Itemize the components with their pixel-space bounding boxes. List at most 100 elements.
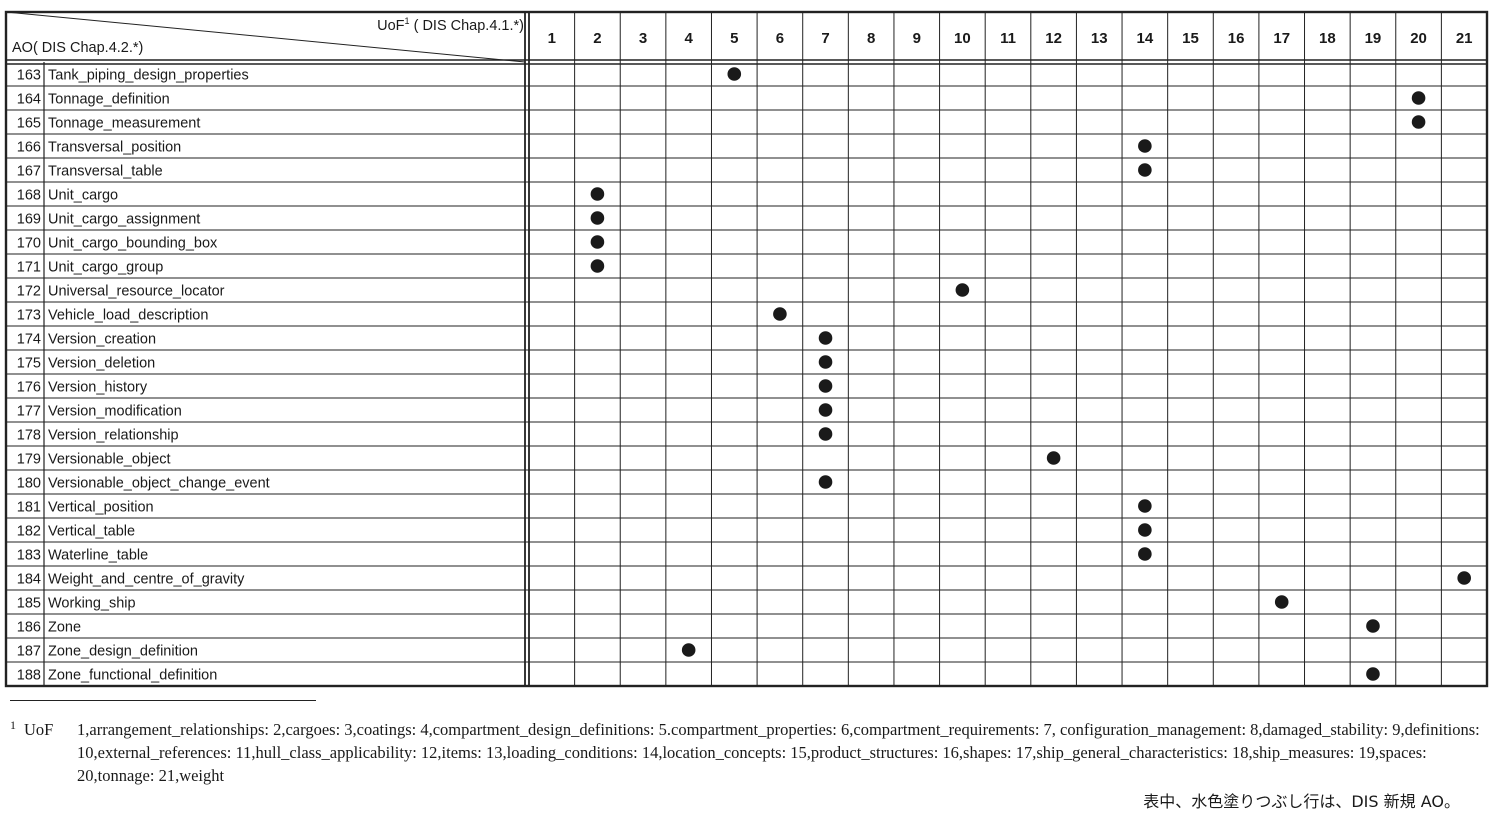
table-frame	[4, 10, 1489, 688]
row-label: Tank_piping_design_properties	[48, 68, 249, 84]
column-header: 16	[1228, 30, 1245, 47]
row-number: 169	[17, 212, 41, 228]
row-label: Vehicle_load_description	[48, 308, 208, 324]
mapping-dot	[1366, 619, 1380, 633]
row-label: Unit_cargo	[48, 188, 118, 204]
column-header: 4	[684, 30, 693, 47]
ao-header-label: AO( DIS Chap.4.2.*)	[12, 40, 143, 56]
row-label: Transversal_position	[48, 140, 181, 156]
column-header: 7	[821, 30, 829, 47]
row-number: 171	[17, 260, 41, 276]
row-label: Unit_cargo_assignment	[48, 212, 200, 228]
mapping-dot	[818, 427, 833, 441]
row-number: 181	[17, 500, 41, 516]
row-label: Version_history	[48, 380, 148, 396]
mapping-dot	[1138, 499, 1152, 513]
footnote-marker: 1	[10, 718, 16, 732]
column-header: 17	[1273, 30, 1290, 47]
row-number: 163	[17, 68, 41, 84]
row-label: Weight_and_centre_of_gravity	[48, 572, 245, 588]
row-number: 172	[17, 284, 41, 300]
row-label: Transversal_table	[48, 164, 163, 180]
row-number: 177	[17, 404, 41, 420]
row-label: Unit_cargo_group	[48, 260, 163, 276]
mapping-dot	[590, 259, 605, 273]
mapping-dot	[1046, 451, 1061, 465]
column-header: 21	[1456, 30, 1473, 47]
column-header: 12	[1045, 30, 1062, 47]
column-header: 8	[867, 30, 875, 47]
mapping-dot	[818, 379, 833, 393]
row-number: 173	[17, 308, 41, 324]
row-label: Waterline_table	[48, 548, 148, 564]
column-header: 6	[776, 30, 784, 47]
row-label: Universal_resource_locator	[48, 284, 225, 300]
row-number: 184	[17, 572, 41, 588]
row-label: Versionable_object	[48, 452, 171, 468]
row-label: Versionable_object_change_event	[48, 476, 270, 492]
column-header: 20	[1410, 30, 1427, 47]
row-label: Version_modification	[48, 404, 182, 420]
row-label: Zone	[48, 620, 81, 636]
row-number: 187	[17, 644, 41, 660]
mapping-dot	[1411, 91, 1426, 105]
column-header: 11	[1000, 30, 1016, 47]
column-header: 9	[913, 30, 921, 47]
row-label: Zone_design_definition	[48, 644, 198, 660]
column-header: 10	[954, 30, 971, 47]
row-number: 180	[17, 476, 41, 492]
row-label: Version_deletion	[48, 356, 155, 372]
row-label: Unit_cargo_bounding_box	[48, 236, 218, 252]
row-label: Vertical_position	[48, 500, 154, 516]
row-number: 165	[17, 116, 41, 132]
footnote: 1 UoF 1,arrangement_relationships: 2,car…	[10, 718, 1480, 787]
row-number: 166	[17, 140, 41, 156]
footnote-note: 表中、水色塗りつぶし行は、DIS 新規 AO。	[1143, 792, 1460, 811]
mapping-dot	[590, 211, 605, 225]
uof-header-label: UoF1 ( DIS Chap.4.1.*)	[377, 16, 524, 34]
mapping-dot	[1366, 667, 1380, 681]
mapping-dot	[773, 307, 787, 321]
mapping-dot	[1411, 115, 1426, 129]
mapping-dot	[1138, 547, 1152, 561]
row-number: 185	[17, 596, 41, 612]
column-header: 5	[730, 30, 738, 47]
row-number: 179	[17, 452, 41, 468]
mapping-dot	[1138, 163, 1152, 177]
row-number: 188	[17, 668, 41, 684]
header-diagonal	[5, 11, 526, 63]
column-header: 15	[1182, 30, 1199, 47]
row-number: 182	[17, 524, 41, 540]
row-number: 186	[17, 620, 41, 636]
row-label: Vertical_table	[48, 524, 135, 540]
column-header: 19	[1365, 30, 1382, 47]
column-header: 1	[548, 30, 556, 47]
footnote-label: UoF	[24, 720, 54, 739]
column-header: 13	[1091, 30, 1108, 47]
column-header: 3	[639, 30, 647, 47]
row-label: Tonnage_definition	[48, 92, 170, 108]
mapping-dot	[818, 331, 833, 345]
mapping-dot	[1138, 139, 1152, 153]
ao-uof-matrix: UoF1 ( DIS Chap.4.1.*) AO( DIS Chap.4.2.*…	[4, 10, 1489, 688]
footnote-text: 1,arrangement_relationships: 2,cargoes: …	[77, 720, 1480, 785]
row-number: 170	[17, 236, 41, 252]
mapping-dot	[1457, 571, 1471, 585]
row-number: 168	[17, 188, 41, 204]
mapping-dot	[590, 235, 605, 249]
row-number: 167	[17, 164, 41, 180]
mapping-dot	[727, 67, 742, 81]
mapping-dot	[681, 643, 696, 657]
row-label: Zone_functional_definition	[48, 668, 217, 684]
column-header: 18	[1319, 30, 1336, 47]
mapping-dot	[1274, 595, 1289, 609]
mapping-dot	[818, 475, 833, 489]
mapping-dot	[1138, 523, 1152, 537]
row-number: 175	[17, 356, 41, 372]
column-header: 14	[1137, 30, 1154, 47]
row-number: 178	[17, 428, 41, 444]
column-header: 2	[593, 30, 601, 47]
row-label: Tonnage_measurement	[48, 116, 200, 132]
row-label: Version_relationship	[48, 428, 179, 444]
mapping-dot	[818, 355, 833, 369]
